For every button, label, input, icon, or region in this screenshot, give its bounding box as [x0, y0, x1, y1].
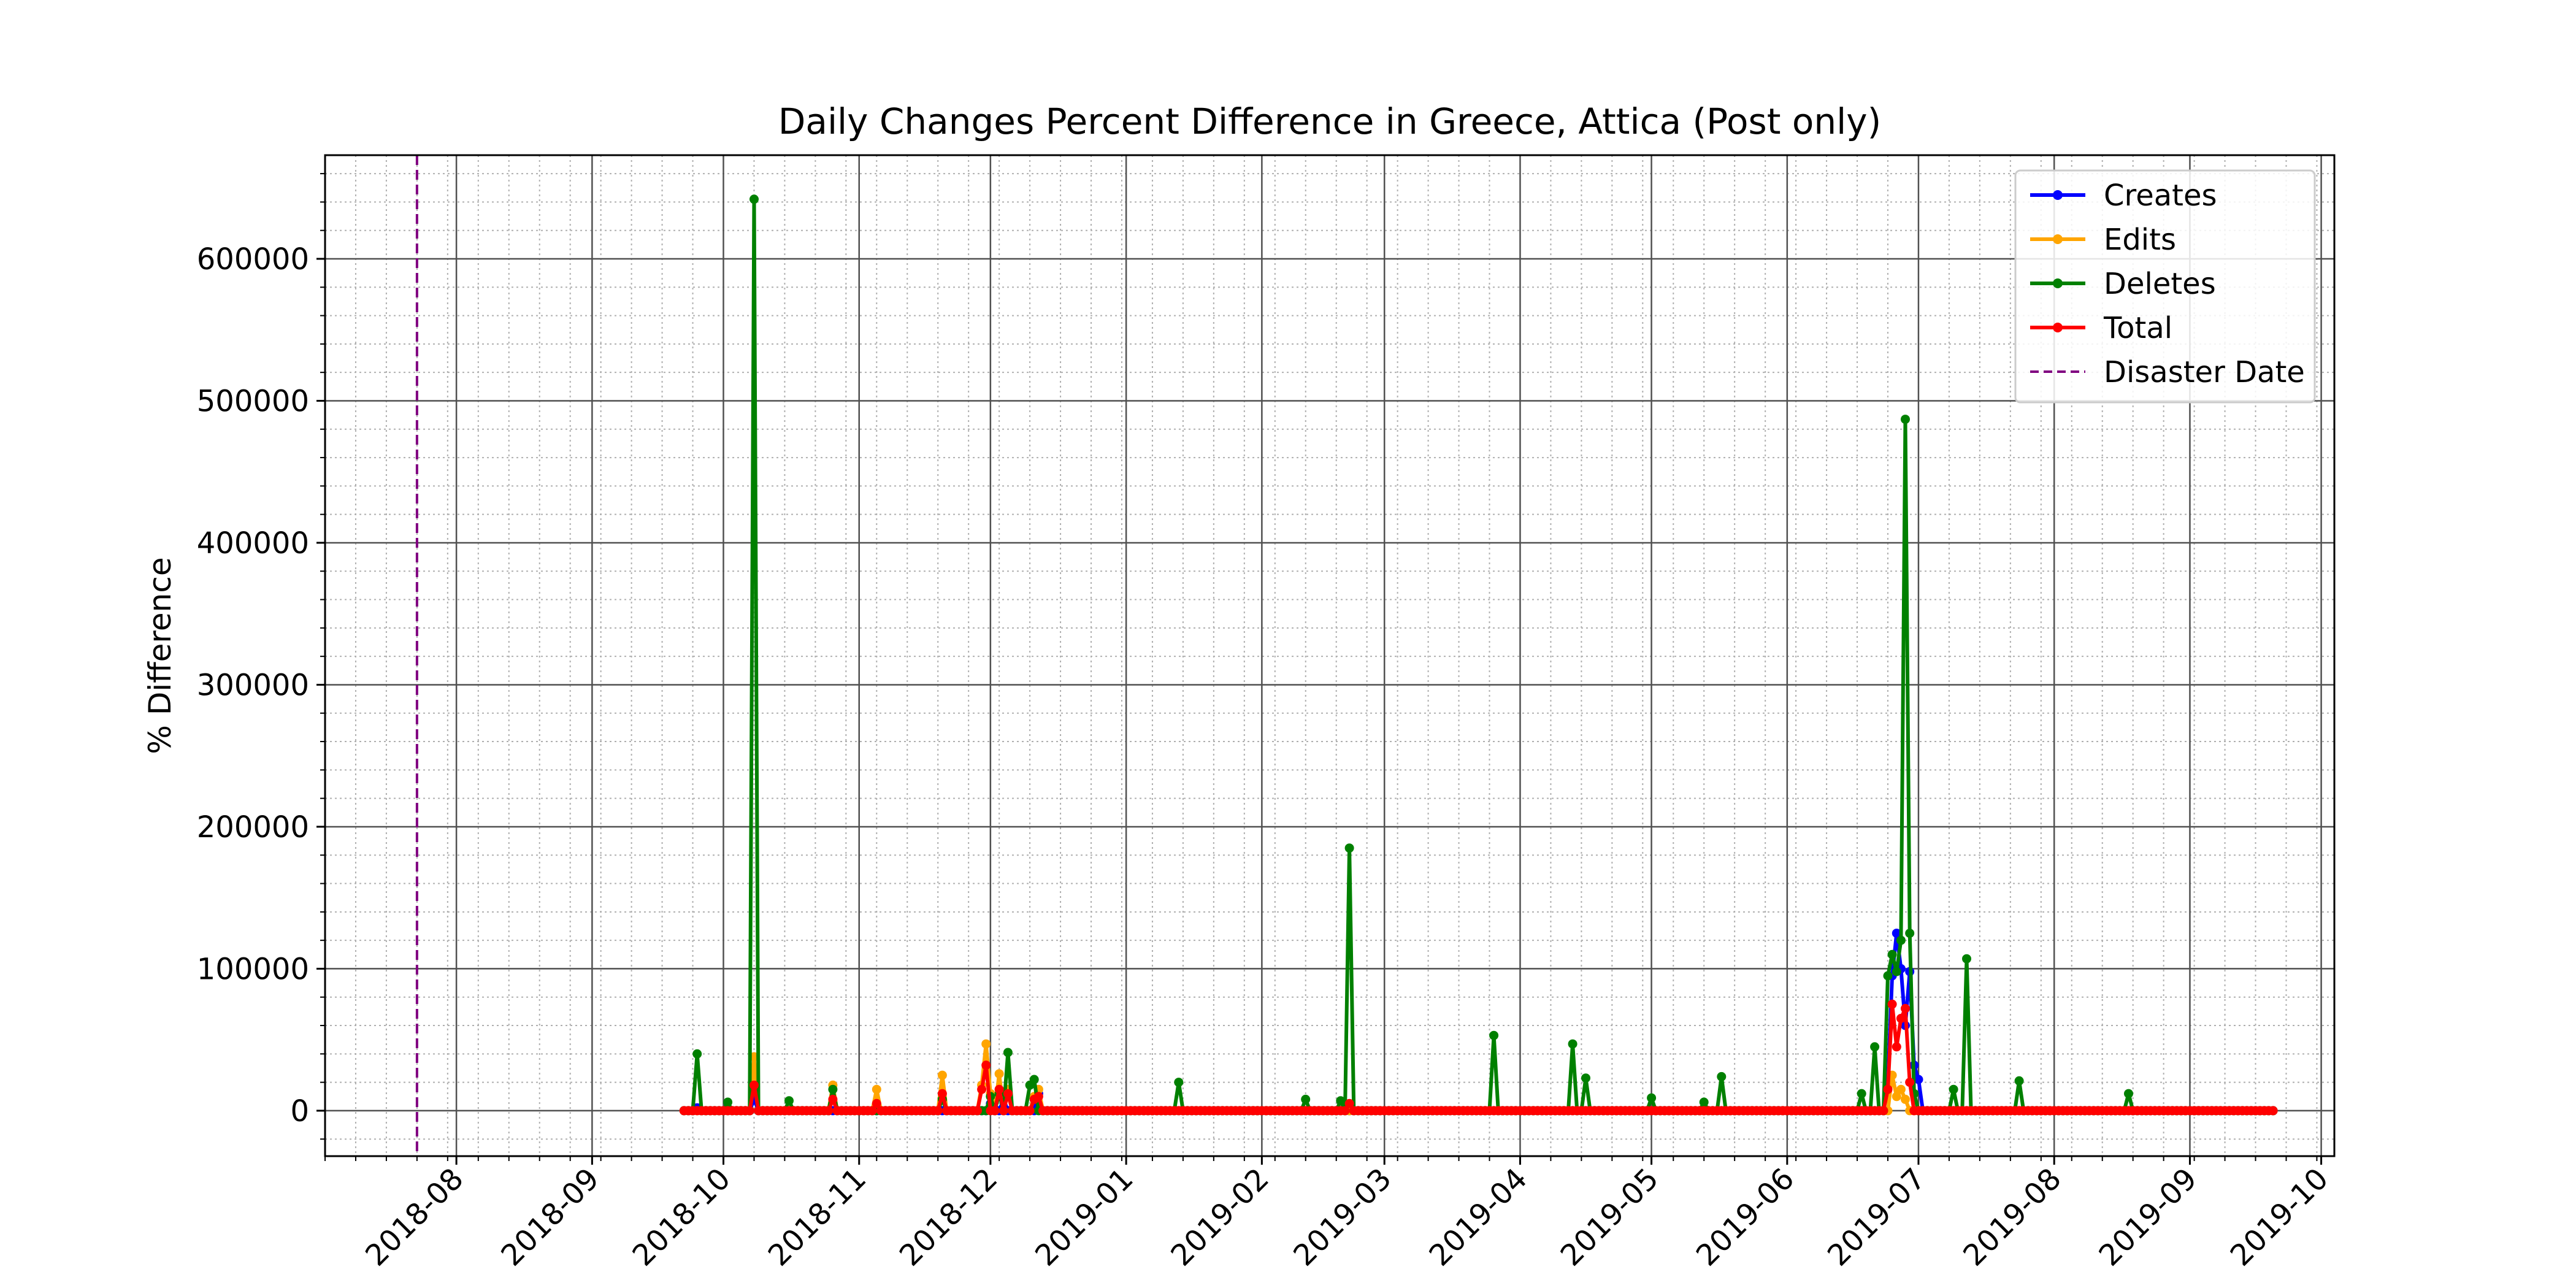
data-point — [1949, 1084, 1958, 1094]
data-point — [994, 1084, 1004, 1094]
data-point — [1003, 1089, 1013, 1098]
legend-label: Total — [2103, 311, 2172, 345]
y-tick-label: 200000 — [197, 810, 309, 845]
data-point — [872, 1098, 881, 1108]
data-point — [1581, 1073, 1590, 1083]
data-point — [749, 1080, 759, 1090]
legend-item-deletes: Deletes — [2030, 267, 2216, 301]
data-point — [981, 1039, 991, 1049]
data-point — [1344, 843, 1354, 853]
data-point — [1883, 971, 1893, 981]
data-point — [1568, 1039, 1577, 1049]
data-point — [1887, 949, 1897, 959]
data-point — [723, 1097, 733, 1107]
data-point — [1905, 1078, 1915, 1087]
data-point — [2268, 1106, 2278, 1116]
data-point — [784, 1096, 794, 1106]
data-point — [824, 1106, 834, 1116]
y-tick-label: 600000 — [197, 242, 309, 277]
legend-box — [2014, 169, 2316, 404]
data-point — [999, 1106, 1008, 1116]
data-point — [990, 1106, 1000, 1116]
data-point — [1033, 1092, 1043, 1102]
legend-item-total: Total — [2030, 311, 2172, 345]
legend-item-edits: Edits — [2030, 223, 2176, 257]
data-point — [1301, 1094, 1311, 1104]
data-point — [977, 1084, 987, 1094]
data-point — [692, 1049, 702, 1059]
data-point — [1901, 1094, 1910, 1104]
legend-label: Creates — [2104, 178, 2217, 213]
chart-title: Daily Changes Percent Difference in Gree… — [778, 101, 1882, 142]
data-point — [1879, 1106, 1888, 1116]
series-layer — [679, 194, 2278, 1116]
legend-marker — [2053, 323, 2063, 332]
data-point — [1892, 929, 1901, 938]
data-point — [1344, 1098, 1354, 1108]
data-point — [1892, 967, 1901, 976]
legend: Creates Edits Deletes Total Disaster Date — [2014, 169, 2316, 404]
data-point — [745, 1106, 754, 1116]
legend-item-disaster-date: Disaster Date — [2030, 355, 2305, 389]
data-point — [981, 1060, 991, 1070]
legend-label: Disaster Date — [2104, 355, 2305, 389]
data-point — [1003, 1048, 1013, 1057]
data-point — [867, 1106, 877, 1116]
data-point — [994, 1069, 1004, 1079]
data-point — [2014, 1076, 2024, 1086]
data-point — [937, 1070, 947, 1080]
legend-label: Deletes — [2104, 267, 2216, 301]
data-point — [1029, 1075, 1039, 1084]
data-point — [1905, 929, 1915, 938]
data-point — [1962, 954, 1971, 964]
data-point — [828, 1084, 838, 1094]
data-point — [2124, 1089, 2133, 1098]
data-point — [1174, 1078, 1184, 1087]
data-point — [1699, 1097, 1709, 1107]
data-point — [1340, 1106, 1350, 1116]
data-point — [1892, 1092, 1901, 1102]
data-point — [933, 1106, 943, 1116]
legend-label: Edits — [2104, 223, 2176, 257]
data-point — [1892, 1042, 1901, 1052]
plot-frame — [324, 154, 2336, 1157]
data-point — [1896, 935, 1906, 945]
data-point — [1914, 1075, 1923, 1084]
y-tick-label: 400000 — [197, 526, 309, 561]
data-point — [1025, 1106, 1035, 1116]
y-tick-label: 500000 — [197, 384, 309, 418]
data-point — [1857, 1089, 1866, 1098]
y-axis-label: % Difference — [142, 557, 178, 754]
data-point — [749, 194, 759, 204]
data-point — [1901, 1003, 1910, 1013]
data-point — [1901, 415, 1910, 424]
legend-marker — [2053, 278, 2063, 288]
data-point — [1896, 1014, 1906, 1023]
data-point — [1883, 1084, 1893, 1094]
data-point — [1870, 1042, 1880, 1052]
data-point — [1896, 1084, 1906, 1094]
data-point — [828, 1094, 838, 1104]
legend-marker — [2053, 234, 2063, 244]
data-point — [1647, 1093, 1657, 1103]
data-point — [1717, 1071, 1727, 1081]
data-point — [1887, 999, 1897, 1009]
data-point — [1489, 1030, 1499, 1040]
legend-item-creates: Creates — [2030, 178, 2217, 213]
y-tick-label: 0 — [290, 1094, 309, 1129]
data-point — [973, 1106, 982, 1116]
legend-marker — [2053, 190, 2063, 200]
series-total — [679, 999, 2278, 1116]
data-point — [1336, 1096, 1346, 1106]
y-tick-label: 300000 — [197, 668, 309, 702]
data-point — [937, 1089, 947, 1098]
data-point — [872, 1084, 881, 1094]
y-tick-label: 100000 — [197, 952, 309, 986]
